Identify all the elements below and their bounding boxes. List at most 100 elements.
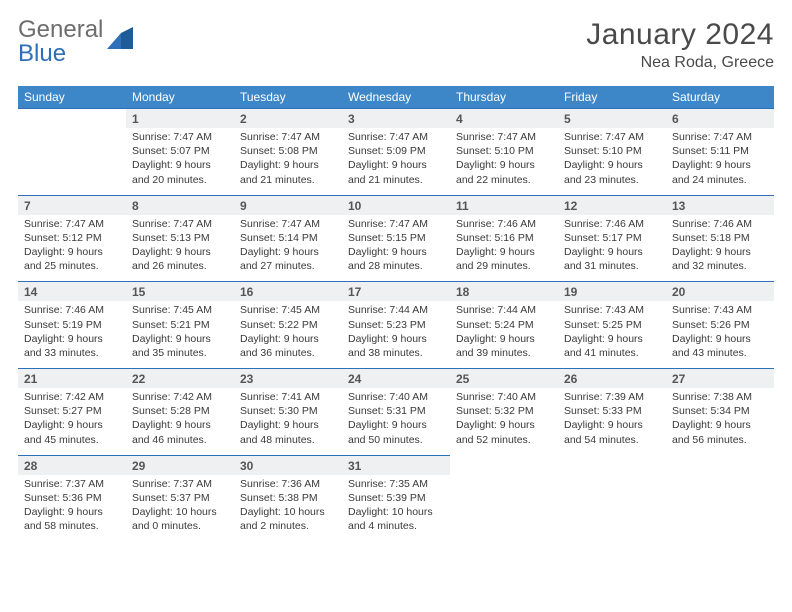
daylight-text: Daylight: 9 hours: [456, 332, 552, 346]
date-number: 31: [342, 455, 450, 475]
sunset-text: Sunset: 5:31 PM: [348, 404, 444, 418]
sunrise-text: Sunrise: 7:47 AM: [240, 217, 336, 231]
day-cell: [558, 475, 666, 542]
sunrise-text: Sunrise: 7:43 AM: [672, 303, 768, 317]
daylight-text: Daylight: 9 hours: [456, 418, 552, 432]
day-cell: Sunrise: 7:47 AMSunset: 5:12 PMDaylight:…: [18, 215, 126, 282]
date-number: 28: [18, 455, 126, 475]
daylight-text: and 23 minutes.: [564, 173, 660, 187]
daylight-text: Daylight: 9 hours: [672, 245, 768, 259]
daylight-text: and 21 minutes.: [240, 173, 336, 187]
date-number: 6: [666, 109, 774, 129]
day-cell: Sunrise: 7:47 AMSunset: 5:07 PMDaylight:…: [126, 128, 234, 195]
daylight-text: Daylight: 9 hours: [564, 245, 660, 259]
date-number: 16: [234, 282, 342, 302]
sunrise-text: Sunrise: 7:47 AM: [348, 217, 444, 231]
date-number: 14: [18, 282, 126, 302]
date-number: 1: [126, 109, 234, 129]
date-number: 9: [234, 195, 342, 215]
daylight-text: Daylight: 9 hours: [456, 245, 552, 259]
daylight-text: Daylight: 9 hours: [348, 158, 444, 172]
date-number: 24: [342, 369, 450, 389]
sunrise-text: Sunrise: 7:47 AM: [132, 217, 228, 231]
sunrise-text: Sunrise: 7:42 AM: [24, 390, 120, 404]
sunrise-text: Sunrise: 7:47 AM: [672, 130, 768, 144]
sunset-text: Sunset: 5:23 PM: [348, 318, 444, 332]
daylight-text: Daylight: 9 hours: [24, 332, 120, 346]
weekday-header: Wednesday: [342, 86, 450, 109]
day-cell: Sunrise: 7:37 AMSunset: 5:36 PMDaylight:…: [18, 475, 126, 542]
sunset-text: Sunset: 5:39 PM: [348, 491, 444, 505]
date-number: 17: [342, 282, 450, 302]
day-cell: Sunrise: 7:47 AMSunset: 5:08 PMDaylight:…: [234, 128, 342, 195]
sunrise-text: Sunrise: 7:38 AM: [672, 390, 768, 404]
day-cell: [450, 475, 558, 542]
sunrise-text: Sunrise: 7:42 AM: [132, 390, 228, 404]
day-cell: Sunrise: 7:46 AMSunset: 5:16 PMDaylight:…: [450, 215, 558, 282]
daylight-text: and 38 minutes.: [348, 346, 444, 360]
daylight-text: Daylight: 9 hours: [24, 418, 120, 432]
sunrise-text: Sunrise: 7:47 AM: [456, 130, 552, 144]
date-number: [450, 455, 558, 475]
day-cell: Sunrise: 7:47 AMSunset: 5:13 PMDaylight:…: [126, 215, 234, 282]
daylight-text: Daylight: 9 hours: [240, 245, 336, 259]
date-number: 10: [342, 195, 450, 215]
sunset-text: Sunset: 5:37 PM: [132, 491, 228, 505]
weekday-header: Saturday: [666, 86, 774, 109]
sunset-text: Sunset: 5:32 PM: [456, 404, 552, 418]
daylight-text: and 24 minutes.: [672, 173, 768, 187]
day-cell: Sunrise: 7:47 AMSunset: 5:15 PMDaylight:…: [342, 215, 450, 282]
daylight-text: and 29 minutes.: [456, 259, 552, 273]
daylight-text: Daylight: 9 hours: [132, 245, 228, 259]
daylight-text: and 52 minutes.: [456, 433, 552, 447]
daylight-text: Daylight: 9 hours: [672, 332, 768, 346]
daylight-text: Daylight: 9 hours: [132, 418, 228, 432]
sunset-text: Sunset: 5:18 PM: [672, 231, 768, 245]
day-cell: Sunrise: 7:43 AMSunset: 5:26 PMDaylight:…: [666, 301, 774, 368]
sunset-text: Sunset: 5:33 PM: [564, 404, 660, 418]
day-cell: Sunrise: 7:41 AMSunset: 5:30 PMDaylight:…: [234, 388, 342, 455]
sunset-text: Sunset: 5:38 PM: [240, 491, 336, 505]
sunrise-text: Sunrise: 7:43 AM: [564, 303, 660, 317]
date-number-row: 21222324252627: [18, 369, 774, 389]
logo-text-blue: Blue: [18, 40, 66, 67]
daylight-text: and 4 minutes.: [348, 519, 444, 533]
header: General Blue January 2024 Nea Roda, Gree…: [18, 18, 774, 72]
sunrise-text: Sunrise: 7:41 AM: [240, 390, 336, 404]
date-number: [558, 455, 666, 475]
daylight-text: and 35 minutes.: [132, 346, 228, 360]
date-number: 8: [126, 195, 234, 215]
calendar-table: Sunday Monday Tuesday Wednesday Thursday…: [18, 86, 774, 541]
day-cell: Sunrise: 7:39 AMSunset: 5:33 PMDaylight:…: [558, 388, 666, 455]
day-cell: Sunrise: 7:40 AMSunset: 5:32 PMDaylight:…: [450, 388, 558, 455]
sunrise-text: Sunrise: 7:47 AM: [564, 130, 660, 144]
sunrise-text: Sunrise: 7:44 AM: [456, 303, 552, 317]
daylight-text: and 27 minutes.: [240, 259, 336, 273]
weekday-header-row: Sunday Monday Tuesday Wednesday Thursday…: [18, 86, 774, 109]
sunrise-text: Sunrise: 7:37 AM: [24, 477, 120, 491]
day-cell: Sunrise: 7:45 AMSunset: 5:21 PMDaylight:…: [126, 301, 234, 368]
sunrise-text: Sunrise: 7:39 AM: [564, 390, 660, 404]
weekday-header: Tuesday: [234, 86, 342, 109]
sunrise-text: Sunrise: 7:47 AM: [24, 217, 120, 231]
sunset-text: Sunset: 5:11 PM: [672, 144, 768, 158]
daylight-text: and 20 minutes.: [132, 173, 228, 187]
month-title: January 2024: [586, 18, 774, 52]
daylight-text: Daylight: 10 hours: [132, 505, 228, 519]
date-data-row: Sunrise: 7:47 AMSunset: 5:07 PMDaylight:…: [18, 128, 774, 195]
daylight-text: and 43 minutes.: [672, 346, 768, 360]
date-number: 5: [558, 109, 666, 129]
location-label: Nea Roda, Greece: [586, 54, 774, 72]
date-number: 22: [126, 369, 234, 389]
day-cell: Sunrise: 7:44 AMSunset: 5:24 PMDaylight:…: [450, 301, 558, 368]
sunset-text: Sunset: 5:21 PM: [132, 318, 228, 332]
sunrise-text: Sunrise: 7:37 AM: [132, 477, 228, 491]
daylight-text: Daylight: 9 hours: [564, 332, 660, 346]
date-number: 12: [558, 195, 666, 215]
daylight-text: and 32 minutes.: [672, 259, 768, 273]
date-data-row: Sunrise: 7:42 AMSunset: 5:27 PMDaylight:…: [18, 388, 774, 455]
daylight-text: Daylight: 9 hours: [348, 418, 444, 432]
day-cell: Sunrise: 7:45 AMSunset: 5:22 PMDaylight:…: [234, 301, 342, 368]
sunrise-text: Sunrise: 7:45 AM: [240, 303, 336, 317]
sunset-text: Sunset: 5:27 PM: [24, 404, 120, 418]
